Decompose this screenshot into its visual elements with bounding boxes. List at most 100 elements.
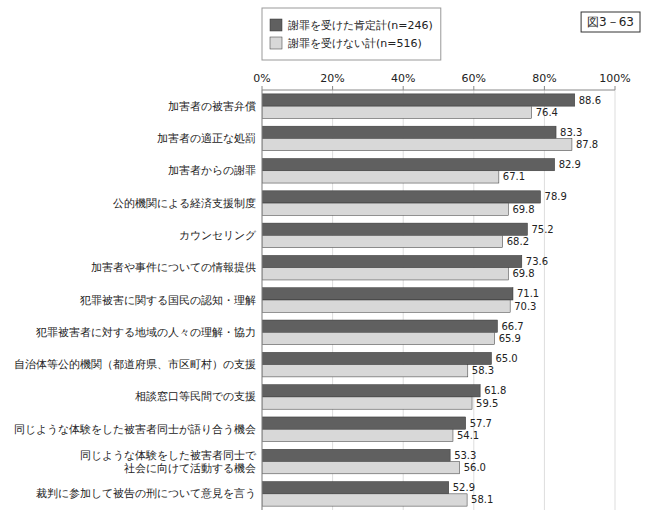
category-label-line: 加害者からの謝罪: [168, 164, 256, 177]
data-label: 82.9: [559, 159, 581, 170]
category-label-line: 加害者や事件についての情報提供: [91, 261, 256, 274]
category-label: 加害者からの謝罪: [168, 164, 256, 177]
data-label: 58.3: [472, 365, 494, 376]
title-group: 図3－63: [581, 12, 640, 32]
category-label: 自治体等公的機関（都道府県、市区町村）の支援: [14, 358, 256, 371]
title: 図3－63: [587, 15, 634, 29]
bar: [262, 191, 541, 203]
bar: [262, 429, 453, 441]
category-label-line: 相談窓口等民間での支援: [135, 390, 256, 403]
tick-label: 40%: [391, 72, 415, 85]
category-label-line: 社会に向けて活動する機会: [124, 462, 256, 475]
bar: [262, 288, 513, 300]
bar: [262, 235, 503, 247]
tick-label: 0%: [253, 72, 270, 85]
tick-label: 100%: [599, 72, 630, 85]
category-label: 加害者や事件についての情報提供: [91, 261, 256, 274]
bar: [262, 449, 450, 461]
legend-label: 謝罪を受けない計(n=516): [288, 37, 422, 50]
tick-mark: [544, 86, 545, 90]
bar: [262, 126, 556, 138]
data-label: 76.4: [536, 107, 558, 118]
data-label: 58.1: [471, 494, 493, 505]
data-label: 65.9: [499, 333, 521, 344]
data-label: 57.7: [470, 418, 492, 429]
bar: [262, 462, 460, 474]
data-label: 83.3: [560, 127, 582, 138]
data-label: 52.9: [453, 482, 475, 493]
y-axis: 加害者の被害弁償加害者の適正な処罰加害者からの謝罪公的機関による経済支援制度カウ…: [14, 100, 257, 501]
category-label-line: 犯罪被害に関する国民の認知・理解: [80, 294, 256, 307]
data-label: 67.1: [503, 171, 525, 182]
data-label: 53.3: [454, 450, 476, 461]
data-label: 59.5: [476, 398, 498, 409]
tick-mark: [262, 86, 263, 90]
data-label: 69.8: [512, 268, 534, 279]
category-label: 加害者の適正な処罰: [157, 132, 256, 145]
data-label: 70.3: [514, 301, 536, 312]
data-label: 69.8: [512, 204, 534, 215]
category-label: 裁判に参加して被告の刑について意見を言う: [36, 487, 256, 500]
bar: [262, 158, 555, 170]
bar: [262, 300, 510, 312]
bar: [262, 397, 472, 409]
bar: [262, 268, 508, 280]
bar: [262, 320, 497, 332]
category-label: 公的機関による経済支援制度: [113, 197, 256, 210]
bar: [262, 494, 467, 506]
category-label: 同じような体験をした被害者同士が語り合う機会: [14, 423, 256, 436]
data-label: 78.9: [545, 191, 567, 202]
category-label-line: 加害者の適正な処罰: [157, 132, 256, 145]
data-label: 75.2: [531, 224, 553, 235]
tick-mark: [332, 86, 333, 90]
title-box: [581, 12, 640, 32]
category-label: 犯罪被害に関する国民の認知・理解: [80, 294, 256, 307]
category-label-line: 裁判に参加して被告の刑について意見を言う: [36, 487, 256, 500]
x-axis-line: [262, 90, 615, 91]
tick-mark: [473, 86, 474, 90]
tick-label: 20%: [320, 72, 344, 85]
category-label: カウンセリング: [179, 229, 257, 242]
bar: [262, 171, 499, 183]
category-label: 相談窓口等民間での支援: [135, 390, 256, 403]
bar: [262, 352, 491, 364]
data-label: 66.7: [501, 321, 523, 332]
category-label-line: 自治体等公的機関（都道府県、市区町村）の支援: [14, 358, 256, 371]
category-label-line: カウンセリング: [179, 229, 257, 242]
category-label: 同じような体験をした被害者同士で社会に向けて活動する機会: [80, 449, 257, 475]
bars: [262, 94, 575, 506]
bar: [262, 255, 522, 267]
category-label-line: 公的機関による経済支援制度: [113, 197, 256, 210]
category-label: 加害者の被害弁償: [168, 100, 256, 113]
legend-box: [262, 8, 441, 60]
bar: [262, 385, 480, 397]
x-axis: 0% 20% 40% 60% 80% 100%: [253, 72, 630, 90]
data-label: 87.8: [576, 139, 598, 150]
bar: [262, 482, 449, 494]
category-label-line: 同じような体験をした被害者同士で: [80, 449, 257, 462]
bar: [262, 223, 527, 235]
data-label: 73.6: [526, 256, 548, 267]
bar: [262, 365, 468, 377]
category-label-line: 同じような体験をした被害者同士が語り合う機会: [14, 423, 256, 436]
tick-mark: [615, 86, 616, 90]
category-label-line: 犯罪被害者に対する地域の人々の理解・協力: [36, 326, 256, 339]
data-label: 68.2: [507, 236, 529, 247]
legend-label: 謝罪を受けた肯定計(n=246): [288, 19, 433, 32]
legend-swatch: [270, 37, 282, 49]
data-label: 54.1: [457, 430, 479, 441]
bar: [262, 138, 572, 150]
data-label: 71.1: [517, 288, 539, 299]
grid: [262, 90, 615, 510]
bar: [262, 94, 575, 106]
tick-mark: [403, 86, 404, 90]
bar: [262, 203, 508, 215]
grid-line: [262, 90, 263, 510]
data-label: 88.6: [579, 95, 601, 106]
chart: 0% 20% 40% 60% 80% 100% 88.6 83.3 82.9 78.9 75.2 73…: [0, 0, 650, 521]
bar: [262, 417, 466, 429]
data-label: 61.8: [484, 385, 506, 396]
grid-line: [544, 90, 545, 510]
tick-label: 80%: [532, 72, 556, 85]
tick-label: 60%: [462, 72, 486, 85]
